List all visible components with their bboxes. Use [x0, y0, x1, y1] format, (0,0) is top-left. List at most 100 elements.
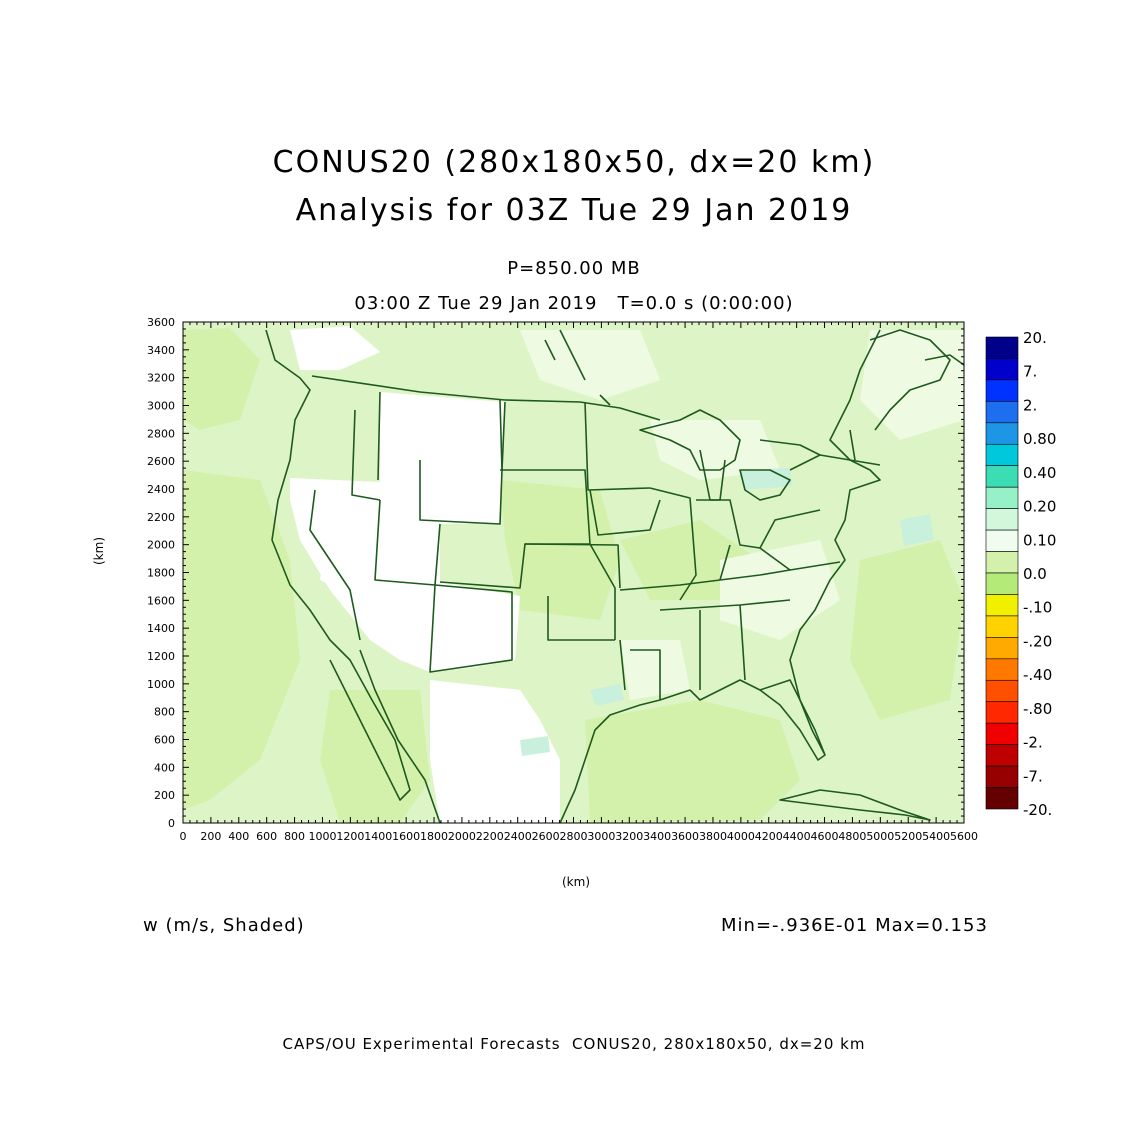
colorbar-swatch [985, 465, 1019, 488]
x-tick-label: 1200 [336, 830, 364, 843]
x-tick-label: 2400 [504, 830, 532, 843]
field-positive-patches [520, 468, 934, 756]
field-neutral-patches [520, 330, 964, 700]
colorbar-label: 2. [1023, 396, 1037, 414]
field-white-regions [290, 326, 560, 823]
y-tick-label: 1600 [147, 594, 175, 607]
colorbar-swatch [985, 529, 1019, 552]
y-tick-label: 2800 [147, 427, 175, 440]
x-axis-unit: (km) [562, 875, 591, 889]
colorbar-label: 0.40 [1023, 464, 1056, 482]
x-tick-label: 4400 [783, 830, 811, 843]
x-tick-label: 5600 [950, 830, 978, 843]
y-tick-label: 1200 [147, 650, 175, 663]
x-tick-label: 600 [256, 830, 277, 843]
y-tick-label: 1800 [147, 567, 175, 580]
x-tick-label: 200 [200, 830, 221, 843]
colorbar-swatch [985, 379, 1019, 402]
x-tick-label: 2800 [560, 830, 588, 843]
colorbar-swatch [985, 679, 1019, 703]
variable-label: w (m/s, Shaded) [143, 915, 305, 936]
y-axis-unit: (km) [92, 536, 106, 565]
x-tick-label: 0 [180, 830, 187, 843]
x-tick-label: 1400 [364, 830, 392, 843]
colorbar-label: 0.80 [1023, 430, 1056, 448]
colorbar-label: 20. [1023, 329, 1047, 347]
y-tick-label: 800 [154, 706, 175, 719]
y-tick-label: 2400 [147, 483, 175, 496]
x-tick-label: 3800 [699, 830, 727, 843]
axes: 0 200 400 600 800 1000 1200 1400 1600 1800 2000 220… [147, 316, 978, 843]
y-tick-label: 600 [154, 734, 175, 747]
x-tick-label: 3200 [615, 830, 643, 843]
colorbar-label: -2. [1023, 734, 1043, 752]
colorbar: 20. 7. 2. 0.80 0.40 0.20 0.10 0.0 -.10 -.20 -.40 -.… [985, 329, 1056, 819]
colorbar-label: -20. [1023, 801, 1052, 819]
colorbar-swatch [985, 615, 1019, 638]
title-line1: CONUS20 (280x180x50, dx=20 km) [272, 145, 876, 180]
y-tick-label: 0 [168, 817, 175, 830]
x-tick-label: 3400 [643, 830, 671, 843]
colorbar-swatch [985, 701, 1019, 724]
map-boundaries [265, 329, 965, 824]
colorbar-label: -.10 [1023, 599, 1052, 617]
valid-time: 03:00 Z Tue 29 Jan 2019 T=0.0 s (0:00:00… [354, 293, 794, 314]
y-tick-label: 400 [154, 761, 175, 774]
y-tick-label: 200 [154, 789, 175, 802]
colorbar-swatch [985, 551, 1019, 574]
colorbar-label: 0.20 [1023, 498, 1056, 516]
x-tick-label: 5400 [922, 830, 950, 843]
y-tick-label: 3600 [147, 316, 175, 329]
y-tick-label: 1400 [147, 622, 175, 635]
y-tick-label: 1000 [147, 678, 175, 691]
x-tick-label: 400 [228, 830, 249, 843]
x-tick-label: 4800 [838, 830, 866, 843]
colorbar-swatch [985, 358, 1019, 381]
x-tick-label: 5000 [866, 830, 894, 843]
colorbar-swatch [985, 744, 1019, 767]
x-tick-label: 2000 [448, 830, 476, 843]
y-tick-label: 2600 [147, 455, 175, 468]
colorbar-swatch [985, 572, 1019, 595]
colorbar-swatch [985, 486, 1019, 509]
x-tick-label: 1800 [420, 830, 448, 843]
x-tick-label: 3600 [671, 830, 699, 843]
colorbar-label: 0.0 [1023, 565, 1047, 583]
x-tick-label: 2200 [476, 830, 504, 843]
x-tick-label: 1600 [392, 830, 420, 843]
y-tick-label: 2200 [147, 511, 175, 524]
colorbar-label: -7. [1023, 767, 1043, 785]
x-tick-label: 4200 [755, 830, 783, 843]
colorbar-swatch [985, 594, 1019, 617]
x-tick-label: 4600 [811, 830, 839, 843]
y-tick-label: 3000 [147, 400, 175, 413]
y-tick-label: 3400 [147, 344, 175, 357]
x-tick-label: 800 [284, 830, 305, 843]
colorbar-swatch [985, 422, 1019, 445]
colorbar-label: 0.10 [1023, 531, 1056, 549]
x-tick-label: 5200 [894, 830, 922, 843]
colorbar-swatch [985, 765, 1019, 788]
x-tick-label: 3000 [587, 830, 615, 843]
min-max-readout: Min=-.936E-01 Max=0.153 [721, 915, 988, 936]
colorbar-swatch [985, 443, 1019, 467]
colorbar-swatch [985, 508, 1019, 531]
colorbar-swatch [985, 401, 1019, 424]
colorbar-swatch [985, 336, 1019, 359]
x-tick-label: 4000 [727, 830, 755, 843]
pressure-level: P=850.00 MB [507, 258, 641, 279]
colorbar-label: 7. [1023, 363, 1037, 381]
field-negative-patches [183, 328, 964, 823]
title-line2: Analysis for 03Z Tue 29 Jan 2019 [295, 193, 853, 228]
colorbar-label: -.20 [1023, 632, 1052, 650]
colorbar-swatch [985, 722, 1019, 745]
x-tick-label: 1000 [308, 830, 336, 843]
footer-credit: CAPS/OU Experimental Forecasts CONUS20, … [282, 1035, 866, 1053]
x-tick-label: 2600 [532, 830, 560, 843]
colorbar-label: -.80 [1023, 700, 1052, 718]
y-tick-label: 3200 [147, 372, 175, 385]
y-tick-label: 2000 [147, 539, 175, 552]
colorbar-swatch [985, 637, 1019, 660]
colorbar-swatch [985, 658, 1019, 681]
